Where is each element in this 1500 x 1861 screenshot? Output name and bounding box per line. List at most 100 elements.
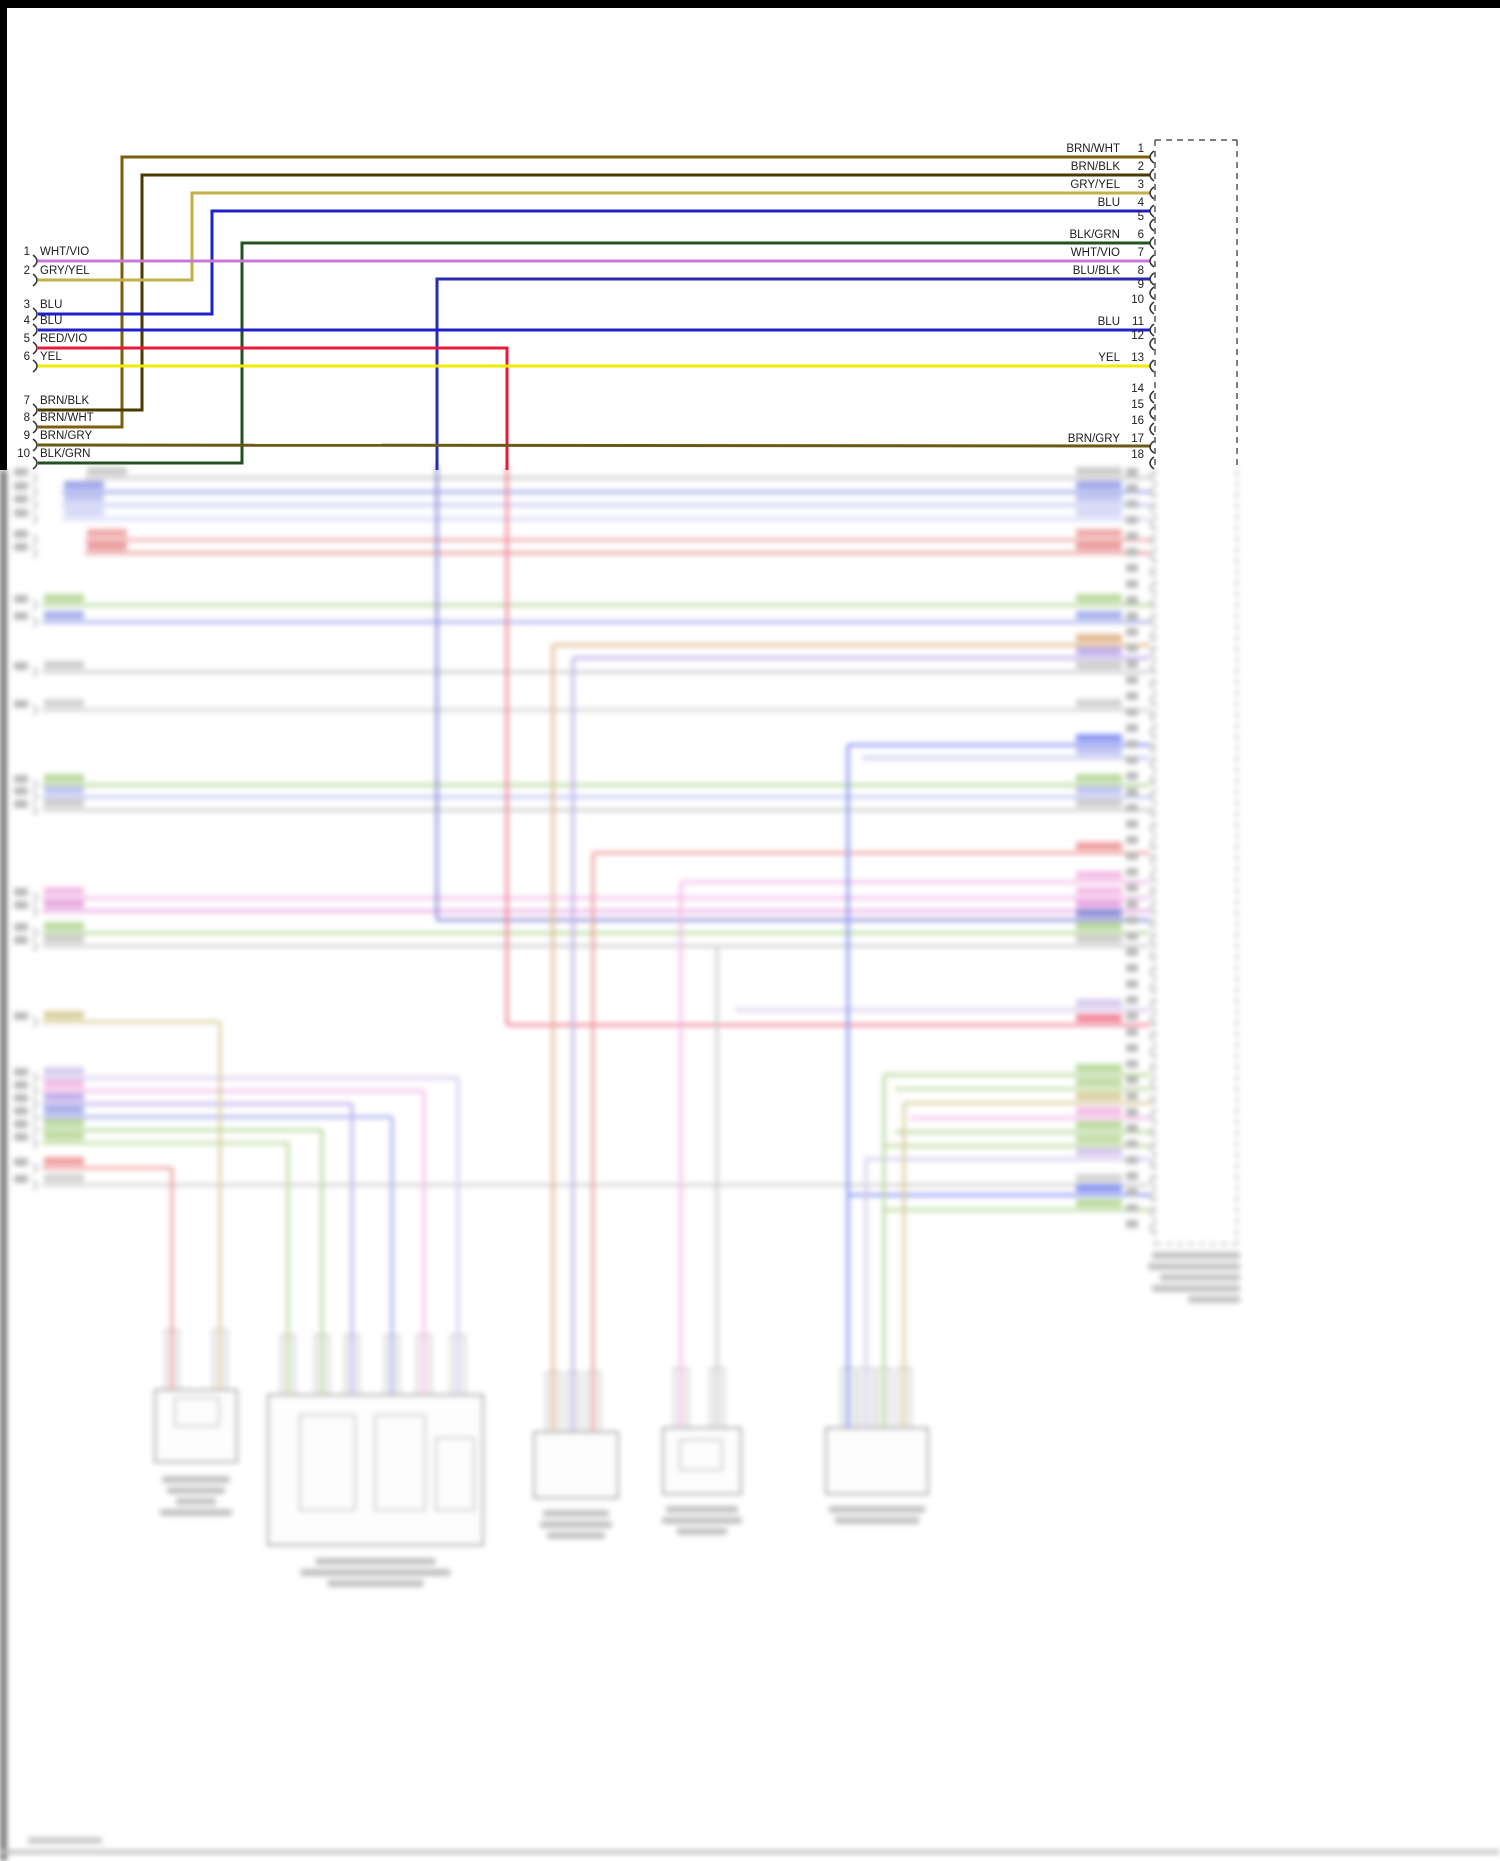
pin-bracket-icon (1149, 854, 1155, 866)
blurred-pin-number-blob (1126, 564, 1138, 572)
blurred-wire-label-blob (1076, 799, 1122, 807)
blurred-pin-number-blob (14, 595, 28, 603)
wire-BLK-GRN (38, 241, 1150, 465)
left-pin-label: BLK/GRN (40, 448, 91, 460)
page-border-top (0, 0, 1500, 8)
blurred-pin-number-blob (14, 530, 28, 538)
left-pin-label: BLU (40, 315, 63, 327)
blurred-pin-number-blob (1126, 996, 1138, 1004)
blurred-wire-label-blob (64, 494, 104, 502)
blurred-wire-label-blob (1076, 842, 1122, 850)
right-pin-number: 15 (1131, 399, 1144, 411)
left-pin-label: BLU (40, 299, 63, 311)
pin-bracket-icon (1149, 150, 1155, 164)
blurred-pin-number-blob (1126, 1124, 1138, 1132)
blurred-pin-number-blob (1126, 1172, 1138, 1180)
blurred-wire-label-blob (1076, 747, 1122, 755)
pin-bracket-icon (1149, 286, 1155, 300)
blurred-wire-label-blob (1076, 1174, 1122, 1182)
blurred-pin-number-blob (1126, 1204, 1138, 1212)
blurred-wire-label-blob (1076, 935, 1122, 943)
blurred-wire-label-blob (44, 1157, 84, 1165)
blurred-pin-number-blob (1126, 820, 1138, 828)
blurred-pin-number-blob (1126, 1220, 1138, 1228)
blurred-wire-label-blob (1076, 611, 1122, 619)
right-pin-label: BLU (1097, 197, 1120, 209)
pin-bracket-icon (1149, 662, 1155, 674)
pin-bracket-icon (1149, 486, 1155, 498)
ecm-label-blob (1160, 1274, 1240, 1281)
blurred-pin-number-blob (1126, 900, 1138, 908)
blurred-pin-number-blob (14, 901, 28, 909)
pin-bracket-icon (1149, 440, 1155, 454)
pin-bracket-icon (32, 273, 38, 287)
pin-bracket-icon (32, 486, 38, 498)
blurred-wire-label-blob (1076, 1199, 1122, 1207)
component-label-blob (835, 1517, 919, 1524)
blurred-wire-label-blob (44, 887, 84, 895)
blurred-wire-label-blob (1076, 647, 1122, 655)
right-pin-label: YEL (1098, 352, 1120, 364)
pin-bracket-icon (32, 1072, 38, 1084)
blurred-pin-number-blob (14, 888, 28, 896)
blurred-wire-label-blob (1076, 1121, 1122, 1129)
blurred-wire-label-blob (44, 1080, 84, 1088)
blurred-pin-number-blob (1126, 1140, 1138, 1148)
wire-GRY-YEL (38, 191, 1150, 282)
blurred-wire-label-blob (1076, 871, 1122, 879)
right-pin-number: 10 (1131, 294, 1144, 306)
pin-bracket-icon (32, 927, 38, 939)
right-pin-number: 2 (1137, 161, 1144, 173)
component-box (825, 1427, 929, 1495)
component-label-blob (540, 1521, 612, 1528)
right-pin-number: 3 (1137, 179, 1144, 191)
left-pin-label: YEL (40, 351, 62, 363)
right-pin-number: 6 (1137, 229, 1144, 241)
component-inner-box (299, 1414, 356, 1511)
blurred-wire-label-blob (64, 481, 104, 489)
component-inner-box (374, 1414, 426, 1511)
blurred-wire-label-blob (1076, 887, 1122, 895)
blurred-wire-label-blob (44, 1093, 84, 1101)
left-pin-label: BRN/GRY (40, 430, 93, 442)
blurred-wire-label-blob (87, 529, 127, 537)
wire-BRN-GRY (37, 443, 1151, 448)
blurred-pin-number-blob (14, 800, 28, 808)
blurred-wire-label-blob (64, 508, 104, 516)
blurred-wire-label-blob (44, 922, 84, 930)
right-pin-number: 1 (1137, 143, 1144, 155)
left-pin-label: BRN/WHT (40, 412, 94, 424)
pin-bracket-icon (32, 323, 38, 337)
pin-bracket-icon (1149, 838, 1155, 850)
pin-bracket-icon (1149, 1062, 1155, 1074)
pin-bracket-icon (1149, 1110, 1155, 1122)
blurred-pin-number-blob (14, 612, 28, 620)
component-inner-box (174, 1397, 220, 1427)
pin-bracket-icon (1149, 470, 1155, 482)
pin-bracket-icon (1149, 790, 1155, 802)
blurred-wire-label-blob (1076, 900, 1122, 908)
pin-bracket-icon (32, 616, 38, 628)
blurred-pin-number-blob (14, 1133, 28, 1141)
pin-bracket-icon (32, 1016, 38, 1028)
pin-bracket-icon (32, 704, 38, 716)
pin-bracket-icon (32, 1111, 38, 1123)
blurred-pin-number-blob (1126, 1188, 1138, 1196)
pin-bracket-icon (1149, 1222, 1155, 1234)
component-label-blob (829, 1506, 925, 1513)
blurred-wire-label-blob (1076, 494, 1122, 502)
pin-bracket-icon (1149, 550, 1155, 562)
blurred-wire-label-blob (1076, 542, 1122, 550)
component-label-blob (677, 1528, 727, 1535)
watermark-blob (28, 1837, 102, 1844)
blurred-pin-number-blob (1126, 660, 1138, 668)
blurred-wire-label-blob (1076, 661, 1122, 669)
component-inner-box (435, 1437, 475, 1511)
ecm-label-blob (1152, 1252, 1240, 1259)
pin-bracket-icon (1149, 710, 1155, 722)
blurred-wire-label-blob (1076, 481, 1122, 489)
right-pin-label: GRY/YEL (1070, 179, 1120, 191)
pin-bracket-icon (32, 1098, 38, 1110)
blurred-wire-label-blob (1076, 1092, 1122, 1100)
blurred-pin-number-blob (1126, 468, 1138, 476)
